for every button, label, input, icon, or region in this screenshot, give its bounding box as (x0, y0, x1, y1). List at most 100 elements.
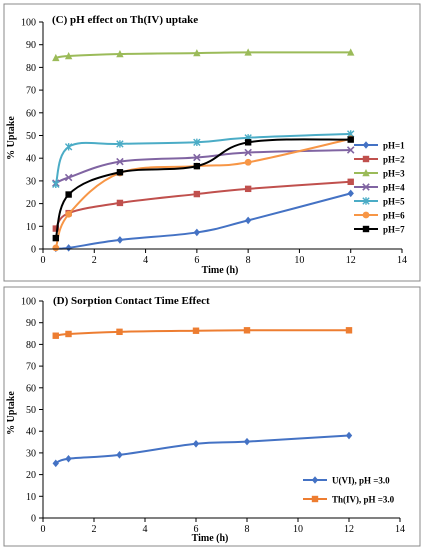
c-series-7-point (52, 234, 60, 242)
d-series-1-point (65, 454, 72, 463)
chart-c-title: (C) pH effect on Th(IV) uptake (52, 14, 198, 26)
d-ytick-label: 10 (26, 492, 36, 503)
chart-d-ylabel: % Uptake (6, 391, 17, 435)
c-series-2-point (116, 199, 124, 207)
chart-d-title: (D) Sorption Contact Time Effect (53, 295, 210, 307)
c-series-5-point (64, 143, 73, 151)
d-xtick-label: 10 (293, 524, 303, 535)
c-ytick-label: 100 (21, 18, 36, 29)
c-series-1-point (347, 189, 354, 198)
c-legend-label: pH=7 (383, 225, 405, 235)
c-ytick-label: 20 (26, 199, 36, 210)
c-legend-label: pH=6 (383, 211, 405, 221)
d-ytick-label: 30 (26, 448, 36, 459)
c-series-6-point (65, 210, 73, 218)
c-legend-marker (362, 225, 370, 233)
c-legend-label: pH=3 (383, 169, 405, 179)
c-xtick-label: 10 (294, 255, 304, 266)
d-xtick-label: 6 (194, 524, 199, 535)
c-legend-label: pH=4 (383, 183, 405, 193)
c-legend-marker (362, 141, 370, 149)
d-xtick-label: 12 (344, 524, 354, 535)
c-ytick-label: 80 (26, 63, 36, 74)
c-legend-label: pH=5 (383, 197, 405, 207)
c-series-2-point (347, 178, 354, 186)
chart-c-frame (3, 3, 421, 282)
c-legend-label: pH=1 (383, 141, 405, 151)
d-series-2-point (192, 327, 200, 334)
c-xtick-label: 8 (246, 255, 251, 266)
c-series-5-point (52, 180, 60, 189)
c-series-7-point (193, 162, 201, 170)
d-ytick-label: 20 (26, 470, 36, 481)
d-xtick-label: 0 (41, 524, 46, 535)
c-series-1-point (244, 216, 252, 225)
d-series-1-point (192, 439, 200, 448)
c-ytick-label: 90 (26, 40, 36, 51)
c-series-3-point (244, 48, 252, 56)
c-series-3-point (347, 48, 355, 56)
c-series-7-point (116, 169, 124, 176)
c-series-7-point (65, 191, 72, 198)
c-series-3-point (193, 49, 201, 57)
c-legend-marker (362, 183, 370, 191)
d-xtick-label: 14 (395, 524, 405, 535)
d-xtick-label: 4 (143, 524, 148, 535)
d-series-2-point (65, 330, 72, 338)
c-ytick-label: 60 (26, 108, 36, 119)
chart-d-xlabel: Time (h) (192, 533, 229, 544)
d-legend-label: U(VI), pH =3.0 (332, 476, 390, 486)
chart-d-legend: U(VI), pH =3.0 Th(IV), pH =3.0 (303, 476, 395, 505)
c-series-4-point (116, 157, 124, 166)
d-series-1-point (52, 459, 59, 468)
c-series-3-point (64, 52, 73, 60)
d-legend-label: Th(IV), pH =3.0 (332, 495, 395, 505)
c-series-1-point (65, 244, 72, 252)
d-ytick-label: 70 (26, 362, 36, 373)
c-series-6-point (52, 244, 60, 252)
d-series-2-point (52, 332, 59, 339)
c-legend-marker (362, 197, 370, 205)
d-ytick-label: 40 (26, 427, 36, 438)
chart-c-xlabel: Time (h) (202, 265, 239, 276)
c-series-7-point (347, 136, 354, 143)
c-series-4-point (346, 146, 355, 154)
d-ytick-label: 60 (26, 383, 36, 394)
c-series-4-point (244, 148, 252, 157)
d-ytick-label: 90 (26, 318, 36, 329)
c-series-2-point (52, 225, 60, 232)
c-series-4-point (64, 173, 73, 182)
c-legend-marker (362, 169, 370, 177)
d-ytick-label: 0 (31, 514, 36, 525)
c-legend-label: pH=2 (383, 155, 405, 165)
c-ytick-label: 30 (26, 176, 36, 187)
d-series-1-point (243, 437, 251, 446)
d-series-2-point (345, 327, 353, 334)
d-legend-marker (311, 495, 319, 503)
c-legend-marker (362, 211, 370, 219)
c-xtick-label: 0 (41, 255, 46, 266)
c-xtick-label: 4 (143, 255, 148, 266)
c-series-1-point (116, 236, 124, 244)
c-series-3-point (116, 50, 124, 58)
c-series-5-point (193, 138, 201, 147)
c-series-2-point (244, 185, 252, 193)
d-series-2-point (243, 327, 251, 334)
chart-c-ylabel: % Uptake (6, 116, 17, 160)
c-xtick-label: 6 (194, 255, 199, 266)
c-series-3-point (52, 53, 60, 62)
c-series-6-point (244, 158, 252, 166)
d-legend-marker (311, 476, 319, 484)
c-legend-marker (362, 155, 370, 163)
d-ytick-label: 50 (26, 405, 36, 416)
chart-d: (D) Sorption Contact Time Effect 0102030… (3, 286, 421, 547)
chart-c: (C) pH effect on Th(IV) uptake 010203040… (3, 3, 421, 282)
d-xtick-label: 2 (92, 524, 97, 535)
c-series-2-point (193, 190, 201, 198)
d-series-2-point (116, 328, 123, 336)
d-series-1-point (345, 431, 353, 440)
chart-d-frame (3, 286, 421, 547)
c-series-1-point (193, 228, 201, 237)
c-series-7-point (244, 139, 252, 146)
